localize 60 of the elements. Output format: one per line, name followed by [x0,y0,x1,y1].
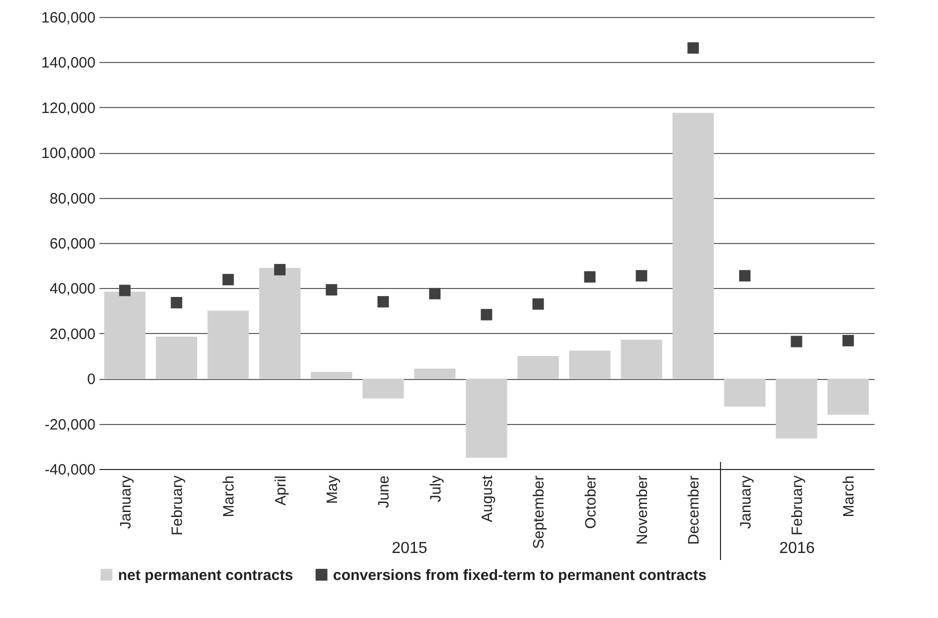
x-tick-label: July [427,475,444,502]
bar [104,292,146,379]
point [480,308,492,320]
y-tick-label: 20,000 [50,326,96,343]
bar [620,340,662,379]
point [842,334,854,346]
point [119,284,131,296]
point [636,270,648,282]
text: 2016 [779,540,815,558]
x-tick-label: January [737,475,754,529]
x-tick-label: February [169,475,186,536]
y-tick-label: -40,000 [44,462,96,478]
bar [362,378,404,398]
point [739,270,751,282]
y-tick-label: 120,000 [41,100,96,117]
bar [518,356,559,379]
text: 2015 [392,540,428,558]
x-tick-label: December [686,476,703,545]
y-tick-label: 140,000 [41,54,96,72]
bar [724,378,766,407]
x-tick-label: March [840,476,858,518]
y-tick-label: 40,000 [50,280,96,298]
x-tick-label: August [479,474,496,522]
bar [310,372,352,379]
x-tick-label: October [582,476,600,529]
y-tick-label: 60,000 [50,236,96,252]
point [790,336,802,348]
x-tick-label: November [634,476,651,545]
bar [569,350,610,379]
x-tick-label: January [117,475,134,529]
y-tick-label: 160,000 [41,10,96,26]
point [532,298,544,310]
point [222,274,234,286]
x-tick-label: May [324,475,341,504]
legend-label: conversions from fixed-term to permanent contracts [333,566,706,584]
bar [208,310,249,379]
legend-label: net permanent contracts [118,566,294,584]
y-tick-label: 80,000 [50,190,96,208]
bar [776,378,818,438]
x-tick-label: September [530,475,548,549]
y-tick-label: 100,000 [41,145,96,162]
point [170,296,182,308]
bar [672,112,714,379]
bar [414,368,456,379]
x-tick-label: April [272,476,290,506]
bar [466,378,508,458]
y-tick-label: 0 [87,371,96,388]
point [687,42,699,54]
point [326,284,338,296]
bar [156,336,198,379]
x-tick-label: March [220,476,238,518]
y-tick-label: -20,000 [44,416,96,434]
point [584,271,596,283]
point [377,296,389,308]
bar [828,378,869,415]
point [274,264,286,276]
x-tick-label: February [789,475,806,536]
bar [259,268,300,379]
x-tick-label: June [376,476,393,508]
point [429,288,441,300]
